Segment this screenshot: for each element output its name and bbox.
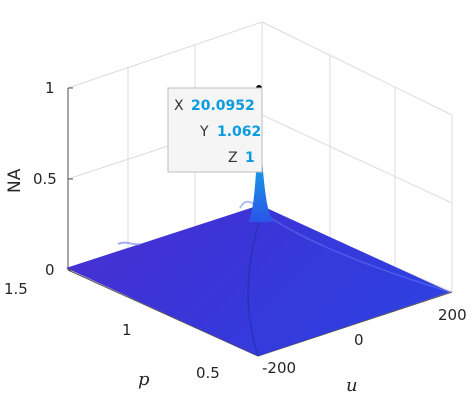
u-tick-label: 0 <box>354 331 364 349</box>
datatip-y-value: 1.062 <box>217 124 261 140</box>
u-tick-label: -200 <box>262 359 296 377</box>
back-top-edge <box>67 21 263 89</box>
z-axis-ticks <box>68 87 73 271</box>
u-tick-label: 200 <box>438 306 467 324</box>
datatip-y-key: Y <box>199 124 209 140</box>
z-tick-label: 0.5 <box>33 170 57 188</box>
surface-ridge <box>247 211 263 357</box>
p-axis-line <box>67 269 259 357</box>
datatip-box <box>167 87 263 173</box>
grid-line <box>261 114 453 204</box>
surface-ridge <box>117 241 141 246</box>
datatip-x-key: X <box>174 98 184 114</box>
u-axis-label: u <box>346 375 358 396</box>
datatip-z-key: Z <box>228 150 238 166</box>
z-tick-label: 1 <box>45 79 55 97</box>
datatip-z-value: 1 <box>245 150 255 166</box>
datatip-x-value: 20.0952 <box>191 98 255 114</box>
datatip[interactable]: X 20.0952 Y 1.062 Z 1 <box>167 87 263 173</box>
p-tick-label: 0.5 <box>196 364 220 382</box>
p-axis-label: p <box>138 369 150 390</box>
right-top-edge <box>261 21 453 116</box>
z-tick-label: 0 <box>45 261 55 279</box>
p-tick-label: 1 <box>122 321 132 339</box>
z-axis-label: NA <box>5 168 25 193</box>
p-tick-label: 1.5 <box>4 280 28 298</box>
surface-floor <box>66 205 450 356</box>
surface-ridge <box>261 211 451 293</box>
u-axis-line <box>257 291 453 357</box>
